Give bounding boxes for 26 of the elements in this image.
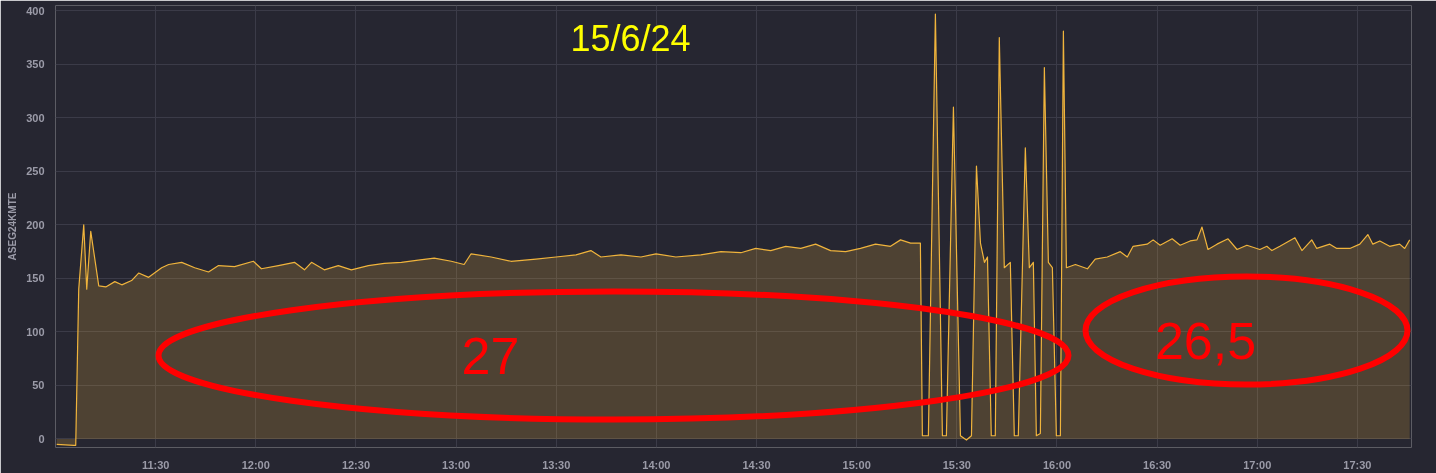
y-tick-label: 200 — [26, 218, 45, 231]
annotation: 27 — [461, 326, 520, 385]
y-tick-label: 0 — [38, 432, 45, 445]
x-tick-label: 12:00 — [241, 458, 270, 471]
x-tick-label: 16:30 — [1143, 458, 1172, 471]
y-tick-label: 150 — [26, 272, 45, 285]
x-tick-label: 17:00 — [1243, 458, 1272, 471]
y-tick-label: 400 — [26, 4, 45, 17]
x-tick-label: 13:30 — [542, 458, 571, 471]
y-axis-title: ASEG24KMTE — [7, 192, 19, 261]
y-tick-label: 50 — [32, 379, 45, 392]
x-tick-label: 14:30 — [742, 458, 771, 471]
y-tick-label: 300 — [26, 111, 45, 124]
x-tick-label: 11:30 — [141, 458, 170, 471]
x-tick-label: 14:00 — [642, 458, 671, 471]
annotation: 26,5 — [1154, 311, 1257, 370]
chart-title: 15/6/24 — [570, 18, 691, 59]
x-tick-label: 15:00 — [842, 458, 871, 471]
x-tick-label: 16:00 — [1042, 458, 1072, 471]
y-tick-label: 100 — [26, 325, 45, 338]
x-tick-label: 12:30 — [341, 458, 371, 471]
y-tick-label: 250 — [26, 165, 45, 178]
x-tick-label: 15:30 — [942, 458, 971, 471]
x-tick-label: 13:00 — [442, 458, 471, 471]
x-tick-label: 17:30 — [1343, 458, 1372, 471]
y-tick-label: 350 — [26, 58, 45, 71]
